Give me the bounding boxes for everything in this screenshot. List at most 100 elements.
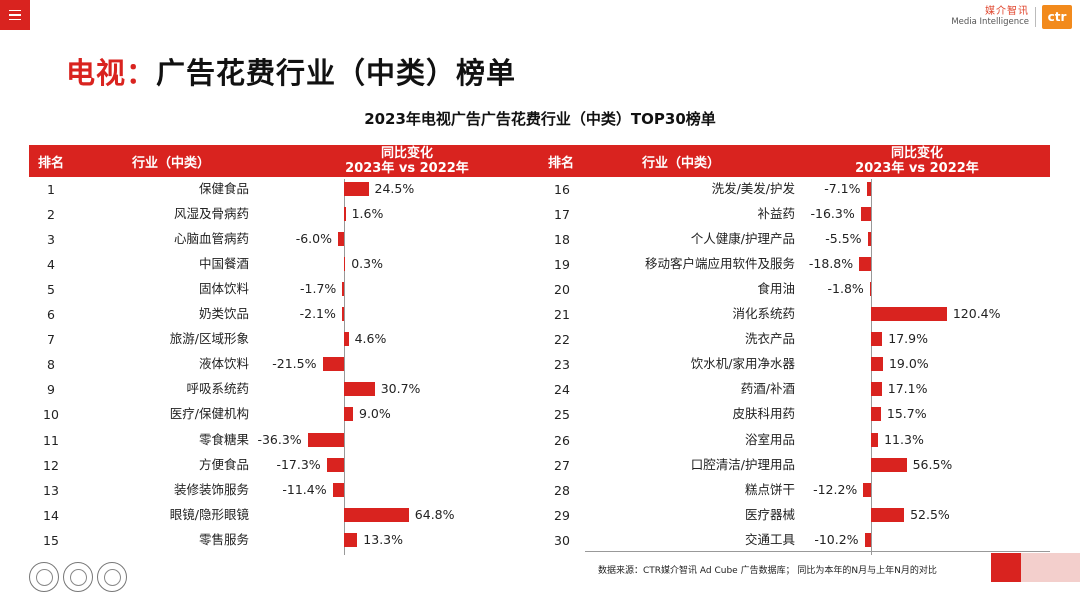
industry-label: 浴室用品	[744, 431, 795, 447]
industry-label: 饮水机/家用净水器	[690, 356, 795, 372]
zero-axis-line	[344, 179, 345, 555]
rank-label: 6	[47, 307, 55, 323]
rank-label: 3	[47, 232, 55, 248]
change-value-label: -7.1%	[824, 181, 861, 196]
rank-label: 2	[47, 207, 55, 223]
change-bar	[344, 407, 353, 422]
industry-label: 药酒/补酒	[740, 381, 795, 397]
industry-label: 零售服务	[198, 531, 249, 547]
sgs-seal-icon	[97, 562, 127, 592]
change-bar	[871, 307, 947, 322]
industry-label: 交通工具	[744, 531, 795, 547]
industry-label: 装修装饰服务	[173, 481, 249, 497]
industry-label: 零食糖果	[198, 431, 249, 447]
change-value-label: -6.0%	[295, 231, 332, 247]
change-bar	[864, 532, 871, 547]
change-bar	[871, 332, 883, 347]
change-value-label: -2.1%	[299, 306, 336, 322]
change-value-label: 13.3%	[363, 531, 404, 547]
rank-label: 24	[554, 382, 570, 398]
industry-label: 眼镜/隐形眼镜	[169, 506, 249, 522]
change-bar	[344, 532, 358, 547]
change-bar	[344, 382, 375, 397]
header-change-left: 同比变化 2023年 vs 2022年	[345, 146, 469, 176]
change-bar	[863, 482, 871, 497]
rank-label: 19	[554, 257, 570, 273]
change-bar	[344, 332, 349, 347]
change-bar	[860, 207, 871, 222]
change-value-label: 120.4%	[952, 306, 1001, 322]
page-title-accent: 电视：	[66, 56, 157, 90]
change-value-label: 56.5%	[912, 456, 953, 472]
rank-label: 11	[43, 432, 59, 448]
industry-label: 移动客户端应用软件及服务	[644, 256, 795, 272]
rank-label: 10	[43, 407, 59, 423]
industry-label: 奶类饮品	[198, 306, 249, 322]
rank-label: 14	[43, 507, 59, 523]
change-value-label: 4.6%	[354, 331, 387, 347]
change-value-label: -1.8%	[827, 281, 864, 297]
menu-button[interactable]	[0, 0, 30, 30]
header-industry-right: 行业（中类）	[642, 155, 721, 171]
change-value-label: -11.4%	[282, 481, 327, 497]
change-bar	[344, 207, 346, 222]
industry-label: 中国餐酒	[198, 256, 249, 272]
rank-label: 21	[554, 307, 570, 323]
rank-label: 27	[554, 457, 570, 473]
change-value-label: 52.5%	[910, 506, 950, 522]
footer-red-block	[991, 553, 1021, 582]
industry-label: 医疗器械	[744, 506, 795, 522]
change-value-label: -17.3%	[276, 456, 321, 472]
industry-label: 方便食品	[198, 456, 249, 472]
industry-label: 固体饮料	[198, 281, 249, 297]
rank-label: 8	[47, 357, 55, 373]
industry-label: 糕点饼干	[744, 481, 795, 497]
change-value-label: 15.7%	[886, 406, 927, 422]
header-change-right: 同比变化 2023年 vs 2022年	[855, 146, 979, 176]
change-value-label: -16.3%	[810, 206, 855, 222]
rank-label: 28	[554, 482, 570, 498]
header-rank-left: 排名	[38, 155, 65, 171]
change-bar	[341, 307, 344, 322]
change-bar	[869, 282, 871, 297]
industry-label: 个人健康/护理产品	[690, 231, 795, 247]
change-bar	[344, 257, 346, 272]
brand-divider	[1035, 7, 1036, 27]
rank-label: 1	[47, 182, 55, 197]
industry-label: 呼吸系统药	[186, 381, 249, 397]
ctr-logo-icon: ctr	[1042, 5, 1072, 29]
page-title: 电视：广告花费行业（中类）榜单	[66, 50, 516, 92]
brand-name-en: Media Intelligence	[951, 16, 1029, 27]
rank-label: 12	[43, 457, 59, 473]
industry-label: 液体饮料	[198, 356, 249, 372]
change-bar	[332, 482, 344, 497]
change-bar	[859, 257, 871, 272]
change-bar	[866, 182, 871, 196]
industry-label: 洗衣产品	[744, 331, 795, 347]
chart-title: 2023年电视广告广告花费行业（中类）TOP30榜单	[364, 110, 716, 128]
rank-label: 4	[47, 257, 55, 273]
footer-pink-strip	[1021, 553, 1080, 582]
rank-label: 26	[554, 432, 570, 448]
change-value-label: -18.8%	[808, 256, 854, 272]
change-value-label: 0.3%	[351, 256, 383, 272]
industry-label: 皮肤科用药	[732, 406, 795, 422]
change-value-label: 17.1%	[887, 381, 928, 397]
header-rank-right: 排名	[548, 155, 575, 171]
rank-label: 15	[43, 532, 59, 548]
industry-label: 心脑血管病药	[173, 231, 249, 247]
header-industry-left: 行业（中类）	[132, 155, 211, 171]
change-value-label: 1.6%	[351, 206, 384, 222]
change-bar	[338, 232, 344, 247]
industry-label: 洗发/美发/护发	[711, 181, 795, 196]
sgs-seal-icon	[63, 562, 93, 592]
rank-label: 23	[554, 357, 570, 373]
industry-label: 旅游/区域形象	[169, 331, 249, 347]
change-value-label: 9.0%	[359, 406, 391, 422]
industry-label: 消化系统药	[732, 306, 795, 322]
change-bar	[871, 432, 879, 447]
rank-label: 13	[43, 482, 59, 498]
sgs-seal-icon	[29, 562, 59, 592]
rank-label: 16	[554, 182, 570, 197]
industry-label: 补益药	[757, 206, 795, 222]
